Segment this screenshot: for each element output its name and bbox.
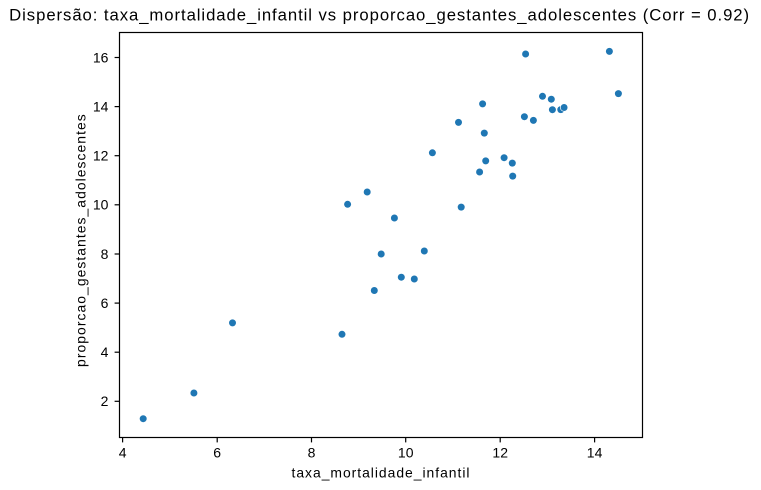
svg-text:10: 10: [398, 444, 414, 460]
svg-text:taxa_mortalidade_infantil: taxa_mortalidade_infantil: [292, 464, 471, 480]
svg-text:4: 4: [119, 444, 127, 460]
svg-text:8: 8: [101, 246, 109, 262]
svg-text:4: 4: [101, 344, 109, 360]
svg-text:proporcao_gestantes_adolescent: proporcao_gestantes_adolescentes: [73, 113, 89, 367]
svg-text:12: 12: [93, 148, 109, 164]
svg-text:6: 6: [213, 444, 221, 460]
svg-text:8: 8: [308, 444, 316, 460]
svg-text:16: 16: [93, 49, 109, 65]
svg-text:14: 14: [587, 444, 603, 460]
svg-text:Dispersão: taxa_mortalidade_in: Dispersão: taxa_mortalidade_infantil vs …: [9, 6, 750, 25]
svg-text:10: 10: [93, 197, 109, 213]
svg-text:12: 12: [492, 444, 508, 460]
svg-text:14: 14: [93, 98, 109, 114]
svg-text:2: 2: [101, 393, 109, 409]
svg-text:6: 6: [101, 295, 109, 311]
